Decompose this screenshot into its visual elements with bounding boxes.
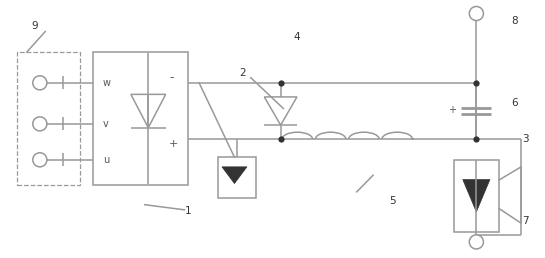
Text: 9: 9 — [31, 21, 38, 31]
Text: -: - — [169, 71, 174, 84]
Text: +: + — [169, 139, 179, 149]
Ellipse shape — [33, 117, 47, 131]
Text: u: u — [103, 155, 109, 165]
Text: w: w — [103, 78, 111, 88]
Text: 6: 6 — [511, 98, 518, 108]
Text: 5: 5 — [389, 196, 396, 206]
Text: v: v — [103, 119, 108, 129]
Text: +: + — [448, 106, 456, 115]
Ellipse shape — [469, 235, 483, 249]
Text: 8: 8 — [511, 16, 518, 26]
Ellipse shape — [469, 6, 483, 21]
Text: 7: 7 — [522, 216, 529, 226]
Bar — [218, 157, 256, 198]
Polygon shape — [463, 180, 490, 212]
Bar — [17, 52, 80, 186]
Text: 3: 3 — [522, 134, 529, 144]
Ellipse shape — [33, 76, 47, 90]
Text: 2: 2 — [239, 68, 246, 78]
Text: 4: 4 — [294, 32, 300, 42]
Text: 1: 1 — [185, 206, 191, 216]
Ellipse shape — [33, 153, 47, 167]
Bar — [453, 160, 499, 232]
Polygon shape — [222, 167, 247, 183]
Bar — [93, 52, 188, 186]
